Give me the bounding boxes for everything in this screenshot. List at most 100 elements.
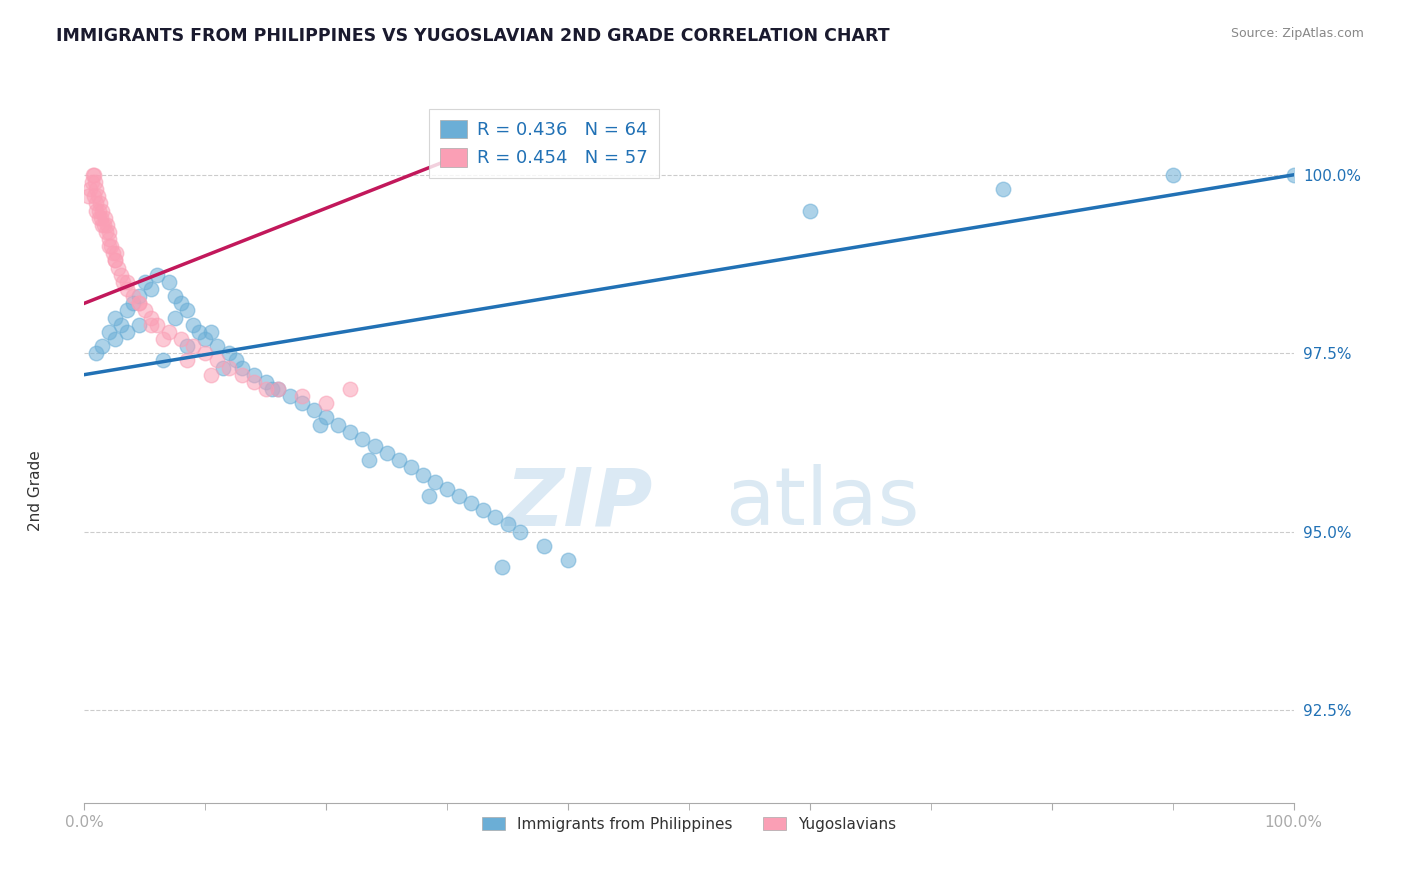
Point bbox=[181, 318, 204, 332]
Point bbox=[418, 489, 440, 503]
Point bbox=[121, 289, 143, 303]
Point bbox=[176, 339, 198, 353]
Point bbox=[89, 196, 111, 211]
Point bbox=[121, 296, 143, 310]
Point bbox=[165, 310, 187, 325]
Point bbox=[491, 560, 513, 574]
Point bbox=[194, 346, 217, 360]
Point bbox=[231, 368, 253, 382]
Text: atlas: atlas bbox=[725, 464, 920, 542]
Point bbox=[82, 168, 104, 182]
Text: 2nd Grade: 2nd Grade bbox=[28, 450, 42, 531]
Point bbox=[302, 403, 325, 417]
Point bbox=[509, 524, 531, 539]
Point bbox=[388, 453, 411, 467]
Point bbox=[207, 353, 229, 368]
Point bbox=[152, 353, 174, 368]
Point bbox=[1161, 168, 1184, 182]
Point bbox=[104, 310, 127, 325]
Legend: Immigrants from Philippines, Yugoslavians: Immigrants from Philippines, Yugoslavian… bbox=[475, 811, 903, 838]
Point bbox=[423, 475, 446, 489]
Point bbox=[231, 360, 253, 375]
Point bbox=[267, 382, 290, 396]
Point bbox=[128, 296, 150, 310]
Point bbox=[115, 325, 138, 339]
Point bbox=[1282, 168, 1305, 182]
Point bbox=[200, 325, 222, 339]
Point bbox=[260, 382, 283, 396]
Point bbox=[412, 467, 434, 482]
Point bbox=[87, 211, 110, 225]
Point bbox=[115, 282, 138, 296]
Point bbox=[399, 460, 422, 475]
Point bbox=[97, 232, 120, 246]
Point bbox=[97, 239, 120, 253]
Point bbox=[472, 503, 495, 517]
Point bbox=[218, 346, 240, 360]
Point bbox=[139, 310, 162, 325]
Point bbox=[134, 303, 156, 318]
Point bbox=[254, 375, 277, 389]
Point bbox=[87, 203, 110, 218]
Point bbox=[115, 275, 138, 289]
Point bbox=[146, 268, 169, 282]
Point bbox=[97, 325, 120, 339]
Point bbox=[112, 275, 135, 289]
Point bbox=[96, 218, 118, 232]
Point bbox=[104, 253, 127, 268]
Point bbox=[139, 318, 162, 332]
Point bbox=[242, 368, 264, 382]
Point bbox=[86, 189, 108, 203]
Point bbox=[91, 203, 114, 218]
Point bbox=[104, 246, 127, 260]
Point bbox=[242, 375, 264, 389]
Point bbox=[218, 360, 240, 375]
Point bbox=[110, 318, 132, 332]
Point bbox=[533, 539, 555, 553]
Point bbox=[254, 382, 277, 396]
Point bbox=[110, 268, 132, 282]
Point bbox=[291, 389, 314, 403]
Point bbox=[93, 218, 115, 232]
Point bbox=[200, 368, 222, 382]
Point bbox=[157, 325, 180, 339]
Text: ZIP: ZIP bbox=[505, 464, 652, 542]
Text: IMMIGRANTS FROM PHILIPPINES VS YUGOSLAVIAN 2ND GRADE CORRELATION CHART: IMMIGRANTS FROM PHILIPPINES VS YUGOSLAVI… bbox=[56, 27, 890, 45]
Point bbox=[170, 296, 193, 310]
Point bbox=[139, 282, 162, 296]
Point bbox=[134, 275, 156, 289]
Point bbox=[267, 382, 290, 396]
Point bbox=[152, 332, 174, 346]
Point bbox=[176, 303, 198, 318]
Point bbox=[212, 360, 235, 375]
Point bbox=[315, 396, 337, 410]
Point bbox=[128, 289, 150, 303]
Point bbox=[83, 168, 105, 182]
Point bbox=[207, 339, 229, 353]
Point bbox=[484, 510, 506, 524]
Point bbox=[291, 396, 314, 410]
Point bbox=[309, 417, 332, 432]
Point bbox=[91, 218, 114, 232]
Point bbox=[352, 432, 374, 446]
Point bbox=[84, 175, 107, 189]
Point bbox=[115, 303, 138, 318]
Point bbox=[181, 339, 204, 353]
Point bbox=[77, 189, 100, 203]
Point bbox=[170, 332, 193, 346]
Point bbox=[449, 489, 471, 503]
Point bbox=[496, 517, 519, 532]
Point bbox=[100, 239, 122, 253]
Point bbox=[194, 332, 217, 346]
Point bbox=[107, 260, 129, 275]
Point bbox=[188, 325, 211, 339]
Point bbox=[104, 253, 127, 268]
Point bbox=[339, 382, 361, 396]
Point bbox=[176, 353, 198, 368]
Point bbox=[339, 425, 361, 439]
Point bbox=[128, 318, 150, 332]
Point bbox=[460, 496, 482, 510]
Point bbox=[146, 318, 169, 332]
Point bbox=[557, 553, 579, 567]
Point bbox=[80, 175, 103, 189]
